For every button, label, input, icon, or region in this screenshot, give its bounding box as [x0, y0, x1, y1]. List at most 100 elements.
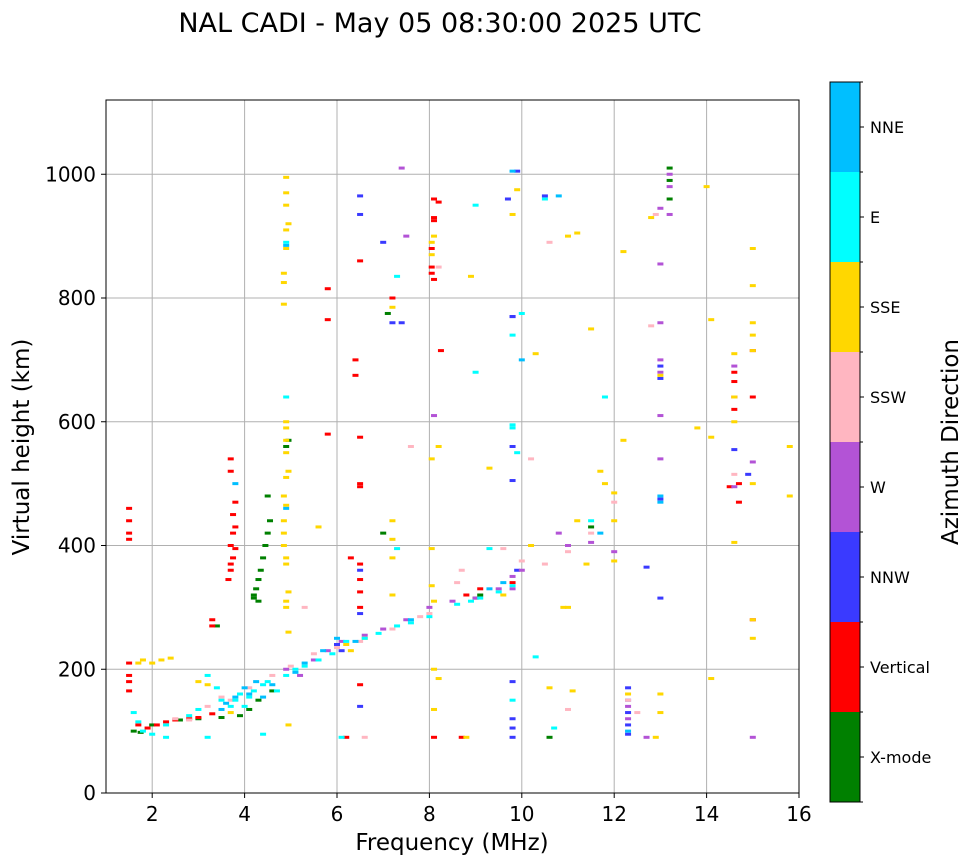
- data-point: [283, 426, 290, 430]
- data-point: [361, 633, 368, 637]
- data-point: [267, 519, 274, 523]
- data-point: [428, 584, 435, 588]
- data-point: [657, 373, 664, 377]
- data-point: [315, 658, 322, 662]
- data-point: [223, 701, 230, 705]
- data-point: [310, 658, 317, 662]
- data-point: [389, 296, 396, 300]
- data-point: [260, 683, 267, 687]
- data-point: [126, 531, 133, 535]
- data-point: [253, 587, 260, 591]
- data-point: [149, 732, 156, 736]
- data-point: [509, 169, 516, 173]
- data-point: [518, 358, 525, 362]
- data-point: [241, 704, 248, 708]
- data-point: [666, 197, 673, 201]
- data-point: [255, 698, 262, 702]
- colorbar-tick-label: SSE: [870, 298, 900, 317]
- data-point: [611, 500, 618, 504]
- data-point: [731, 485, 738, 489]
- data-point: [666, 172, 673, 176]
- data-point: [283, 243, 290, 247]
- data-point: [280, 494, 287, 498]
- data-point: [283, 475, 290, 479]
- plot-frame: [105, 99, 800, 794]
- data-point: [657, 262, 664, 266]
- data-point: [428, 253, 435, 257]
- data-point: [357, 485, 364, 489]
- data-point: [731, 352, 738, 356]
- data-point: [518, 559, 525, 563]
- data-point: [625, 729, 632, 733]
- data-point: [486, 587, 493, 591]
- data-point: [749, 333, 756, 337]
- data-point: [255, 599, 262, 603]
- data-point: [509, 423, 516, 427]
- data-point: [232, 500, 239, 504]
- data-point: [292, 670, 299, 674]
- data-point: [357, 194, 364, 198]
- data-point: [246, 686, 253, 690]
- data-point: [204, 683, 211, 687]
- data-point: [283, 673, 290, 677]
- data-point: [611, 559, 618, 563]
- data-point: [176, 718, 183, 722]
- data-point: [749, 247, 756, 250]
- x-tick-label: 6: [331, 802, 344, 826]
- data-point: [551, 726, 558, 730]
- data-point: [195, 680, 202, 684]
- y-tick-label: 600: [58, 410, 96, 434]
- data-point: [428, 547, 435, 551]
- data-point: [620, 438, 627, 442]
- data-point: [588, 525, 595, 529]
- data-point: [666, 212, 673, 216]
- data-point: [514, 169, 521, 173]
- data-point: [227, 568, 234, 572]
- data-point: [703, 185, 710, 189]
- data-point: [310, 652, 317, 656]
- data-point: [514, 568, 521, 572]
- data-point: [297, 673, 304, 677]
- data-point: [195, 716, 202, 720]
- data-point: [731, 472, 738, 476]
- data-point: [574, 231, 581, 235]
- data-point: [153, 723, 160, 727]
- data-point: [458, 568, 465, 572]
- data-point: [218, 698, 225, 702]
- data-point: [528, 544, 535, 547]
- data-point: [648, 216, 655, 220]
- data-point: [731, 420, 738, 424]
- data-point: [601, 482, 608, 486]
- series-vertical: [126, 197, 756, 739]
- data-point: [285, 590, 292, 594]
- data-point: [250, 593, 257, 597]
- data-point: [749, 618, 756, 622]
- data-point: [236, 714, 243, 718]
- data-point: [546, 735, 553, 739]
- data-point: [509, 581, 516, 585]
- data-point: [708, 677, 715, 681]
- data-point: [232, 482, 239, 486]
- data-point: [435, 265, 442, 269]
- data-point: [352, 639, 359, 643]
- data-point: [509, 574, 516, 578]
- data-point: [749, 284, 756, 288]
- data-point: [213, 686, 220, 690]
- data-point: [597, 469, 604, 473]
- data-point: [528, 457, 535, 461]
- data-point: [500, 547, 507, 551]
- data-point: [731, 540, 738, 544]
- data-point: [657, 358, 664, 362]
- data-point: [253, 680, 260, 684]
- data-point: [454, 581, 461, 585]
- data-point: [648, 324, 655, 328]
- data-point: [708, 318, 715, 322]
- data-point: [431, 599, 438, 603]
- data-point: [269, 689, 276, 693]
- x-tick-label: 12: [601, 802, 626, 826]
- data-point: [357, 562, 364, 566]
- data-point: [126, 689, 133, 693]
- data-point: [509, 698, 516, 702]
- data-point: [232, 695, 239, 699]
